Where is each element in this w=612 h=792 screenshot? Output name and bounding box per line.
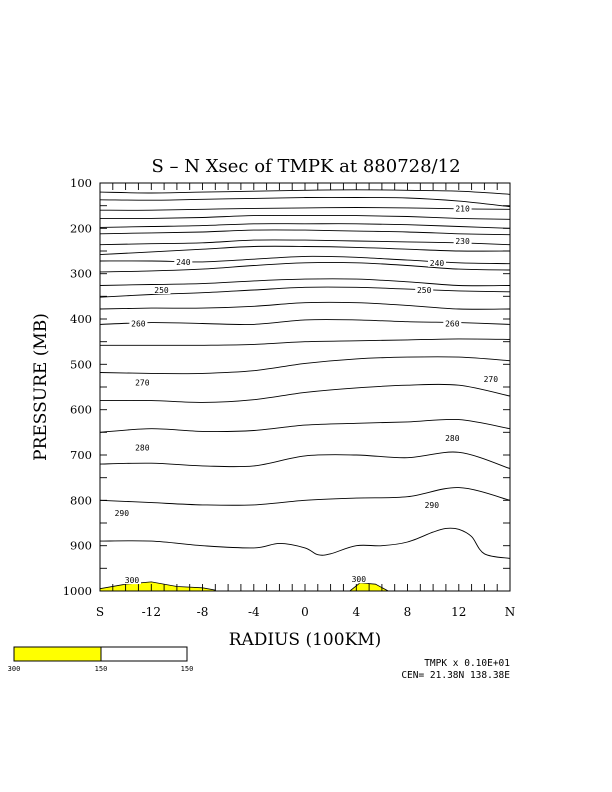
isolines (99, 189, 511, 559)
y-tick-label: 700 (70, 448, 92, 462)
isoline-19 (99, 487, 511, 506)
isoline-12 (99, 301, 511, 310)
center-info: CEN= 21.38N 138.38E (401, 670, 510, 681)
y-axis-label: PRESSURE (MB) (31, 313, 51, 461)
contour-label: 270 (135, 379, 150, 388)
plot-frame (99, 182, 511, 592)
contour-label-bg (428, 258, 446, 267)
y-tick-label: 100 (70, 176, 92, 190)
isoline-1 (99, 196, 511, 208)
contour-label-bg (133, 443, 152, 452)
contour-label: 250 (417, 286, 432, 295)
x-tick-label: -8 (197, 605, 209, 619)
shaded-region-0 (99, 581, 216, 592)
y-tick-label: 200 (70, 221, 92, 235)
y-tick-label: 500 (70, 357, 92, 371)
colorbar: 300 150 150 (8, 646, 194, 673)
contour-label-bg (174, 257, 193, 266)
colorbar-label-1: 150 (95, 665, 108, 673)
contour-label-bg (422, 500, 441, 509)
x-tick-label: S (96, 605, 104, 619)
field-info: TMPK x 0.10E+01 (424, 658, 510, 669)
contour-label-bg (152, 286, 171, 294)
contour-label-bg (481, 374, 500, 383)
contour-label-bg (123, 576, 141, 585)
contour-label-bg (133, 378, 152, 387)
colorbar-label-0: 300 (8, 665, 21, 673)
contour-label: 280 (135, 443, 150, 452)
colorbar-fill (13, 646, 102, 662)
contour-label: 260 (131, 320, 146, 329)
isoline-4 (99, 223, 511, 229)
y-tick-label: 600 (70, 403, 92, 417)
contour-label: 290 (425, 501, 440, 510)
x-tick-label: 8 (404, 605, 412, 619)
isoline-18 (99, 451, 511, 470)
x-tick-label: -4 (248, 605, 260, 619)
contour-label-bg (349, 575, 368, 584)
x-tick-label: -12 (142, 605, 161, 619)
contour-label-bg (129, 319, 148, 328)
contour-label: 250 (154, 286, 169, 295)
contour-label-bg (443, 433, 462, 442)
isoline-15 (99, 356, 511, 375)
contour-label: 270 (484, 375, 499, 384)
contour-label-bg (453, 237, 472, 245)
contour-label-bg (443, 319, 462, 328)
isoline-17 (99, 418, 511, 433)
y-tick-label: 400 (70, 312, 92, 326)
isoline-3 (99, 215, 511, 220)
y-tick-label: 300 (70, 267, 92, 281)
isoline-20 (99, 527, 511, 559)
x-tick-label: 0 (301, 605, 309, 619)
contour-label: 230 (455, 237, 470, 246)
shaded-regions (99, 581, 389, 592)
contour-label-bg (112, 509, 131, 517)
colorbar-empty (100, 646, 188, 662)
y-ticks: 100 200 300 400 500 600 700 800 900 1000 (63, 176, 510, 598)
contour-label: 240 (176, 258, 191, 267)
isoline-5 (99, 229, 511, 236)
colorbar-label-2: 150 (181, 665, 194, 673)
isoline-16 (99, 383, 511, 403)
x-tick-label: 12 (451, 605, 466, 619)
y-tick-label: 800 (70, 493, 92, 507)
isoline-6 (99, 239, 511, 246)
contour-label: 280 (445, 434, 460, 443)
x-ticks: S -12 -8 -4 0 4 8 12 N (96, 183, 515, 619)
y-tick-label: 900 (70, 539, 92, 553)
contour-label-bg (453, 204, 472, 213)
y-tick-label: 1000 (63, 584, 92, 598)
contour-label: 300 (125, 576, 140, 585)
contour-label: 260 (445, 320, 460, 329)
contour-label: 210 (455, 204, 470, 213)
x-tick-label: N (505, 605, 516, 619)
chart-title: S – N Xsec of TMPK at 880728/12 (151, 156, 460, 177)
isoline-2 (99, 207, 511, 211)
contour-label: 290 (115, 509, 130, 518)
contour-label: 240 (430, 259, 445, 268)
contour-labels: 210 230 240 240 250 250 260 260 270 270 280 280 290 2… (112, 204, 500, 585)
isoline-9 (99, 261, 511, 273)
x-axis-label: RADIUS (100KM) (229, 630, 382, 650)
isoline-14 (100, 338, 511, 346)
isoline-10 (99, 278, 511, 287)
isoline-7 (99, 245, 511, 256)
x-tick-label: 4 (352, 605, 360, 619)
isoline-0 (99, 189, 511, 195)
contour-label: 300 (352, 575, 367, 584)
contour-label-bg (415, 286, 434, 294)
